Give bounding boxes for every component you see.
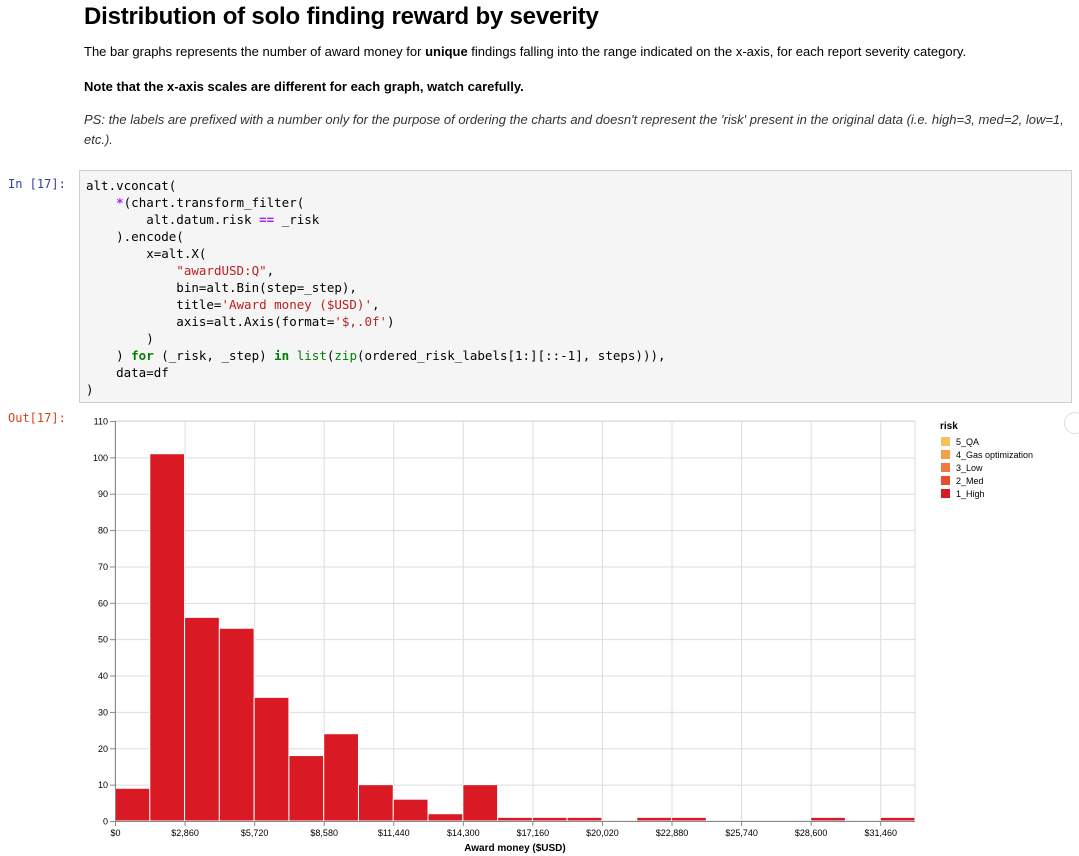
y-tick-label: 10 [98, 780, 108, 790]
y-tick-label: 50 [98, 635, 108, 645]
y-tick-label: 0 [103, 817, 108, 827]
note-paragraph: Note that the x-axis scales are differen… [84, 79, 524, 94]
code-line: title='Award money ($USD)', [86, 297, 380, 312]
section-title: Distribution of solo finding reward by s… [84, 3, 599, 30]
histogram-bar [149, 453, 186, 822]
x-tick-label: $0 [110, 828, 120, 838]
legend-label: 4_Gas optimization [956, 450, 1033, 460]
legend-label: 5_QA [956, 437, 979, 447]
legend-swatch [941, 476, 950, 485]
histogram-bar [497, 816, 533, 822]
x-tick-label: $22,880 [656, 828, 689, 838]
histogram-bar [323, 733, 359, 822]
x-tick-label: $20,020 [586, 828, 619, 838]
description-text-a: The bar graphs represents the number of … [84, 44, 426, 59]
x-tick-label: $17,160 [517, 828, 550, 838]
x-tick-label: $25,740 [725, 828, 758, 838]
histogram-bar [218, 627, 255, 822]
x-tick-label: $31,460 [864, 828, 897, 838]
code-line: ) [86, 382, 94, 397]
x-axis: $0 $2,860 $5,720 $8,580 $11,440 $14,300 $17,16… [110, 821, 915, 838]
code-line: *(chart.transform_filter( [116, 195, 305, 210]
legend-swatch [941, 489, 950, 498]
x-tick-label: $2,860 [171, 828, 199, 838]
legend-label: 3_Low [956, 463, 983, 473]
histogram-bar [566, 816, 603, 822]
y-tick-label: 30 [98, 707, 108, 717]
x-tick-label: $11,440 [378, 828, 410, 838]
histogram-bar [184, 616, 220, 822]
legend-label: 2_Med [956, 476, 984, 486]
description-paragraph: The bar graphs represents the number of … [84, 42, 966, 62]
code-line: ) for (_risk, _step) in list(zip(ordered… [86, 348, 666, 363]
histogram-bar [253, 696, 290, 822]
chart-actions-button[interactable] [1064, 412, 1079, 434]
x-tick-label: $8,580 [310, 828, 338, 838]
code-line: bin=alt.Bin(step=_step), [176, 280, 357, 295]
x-tick-label: $28,600 [795, 828, 828, 838]
code-line: ).encode( [116, 229, 184, 244]
histogram-bar [462, 784, 499, 822]
histogram-bar [357, 784, 394, 822]
markdown-cell: Distribution of solo finding reward by s… [84, 0, 1074, 147]
code-editor[interactable]: alt.vconcat( *(chart.transform_filter( a… [80, 171, 1071, 404]
histogram-bar [636, 816, 673, 822]
output-prompt: Out[17]: [8, 411, 66, 425]
code-line: ) [146, 331, 154, 346]
code-line: data=df [116, 365, 169, 380]
y-tick-label: 40 [98, 671, 108, 681]
legend-swatch [941, 463, 950, 472]
histogram-bar [671, 816, 707, 822]
y-tick-label: 60 [98, 598, 108, 608]
code-cell[interactable]: alt.vconcat( *(chart.transform_filter( a… [79, 170, 1072, 403]
y-tick-label: 70 [98, 562, 108, 572]
x-tick-label: $14,300 [447, 828, 480, 838]
description-text-b: findings falling into the range indicate… [467, 44, 967, 59]
histogram-bar [810, 816, 846, 822]
histogram-bar [392, 798, 429, 822]
legend-swatch [941, 450, 950, 459]
legend-swatch [941, 437, 950, 446]
code-line: "awardUSD:Q", [176, 263, 275, 278]
ps-paragraph: PS: the labels are prefixed with a numbe… [84, 112, 1064, 147]
bars [114, 453, 916, 822]
x-tick-label: $5,720 [241, 828, 269, 838]
y-tick-label: 100 [93, 453, 108, 463]
histogram-bar [427, 813, 464, 822]
y-tick-label: 90 [98, 489, 108, 499]
y-tick-label: 110 [94, 417, 108, 427]
histogram-bar [114, 787, 151, 822]
y-tick-label: 20 [98, 744, 108, 754]
code-line: x=alt.X( [146, 246, 207, 261]
legend-title: risk [940, 421, 958, 432]
input-prompt: In [17]: [8, 177, 66, 191]
legend: risk 5_QA 4_Gas optimization 3_Low 2_Med 1_Hi… [940, 421, 1033, 499]
description-bold: unique [425, 44, 468, 59]
code-line: axis=alt.Axis(format='$,.0f') [86, 314, 395, 329]
code-line: alt.vconcat( [86, 178, 177, 193]
y-axis: 0 10 20 30 40 50 60 70 80 90 100 110 [93, 417, 116, 827]
legend-label: 1_High [956, 489, 985, 499]
code-line: alt.datum.risk == _risk [86, 212, 320, 227]
histogram-bar [288, 755, 325, 822]
histogram-bar [879, 816, 916, 822]
histogram-bar [531, 816, 568, 822]
x-axis-title: Award money ($USD) [464, 843, 566, 854]
y-tick-label: 80 [98, 526, 108, 536]
